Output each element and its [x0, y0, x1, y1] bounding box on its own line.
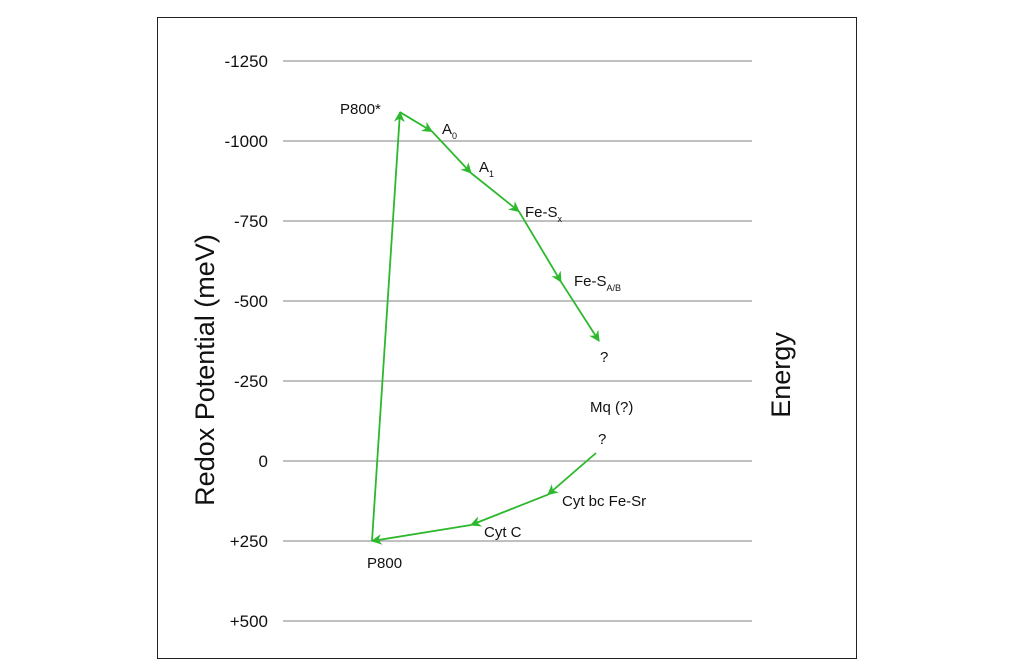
- node-label-a1: A1: [479, 159, 494, 179]
- node-label-a0: A0: [442, 121, 457, 141]
- y-tick-label: -1000: [225, 132, 268, 151]
- electron-transfer-arrow-a0-a1: [431, 130, 472, 174]
- electron-transfer-arrow-q2-cytbc: [547, 452, 597, 496]
- node-subscript: 0: [452, 131, 457, 141]
- node-name: P800*: [340, 101, 381, 118]
- node-name: A: [442, 121, 452, 138]
- node-name: ?: [600, 349, 608, 366]
- y-tick-label: -500: [234, 292, 268, 311]
- node-name: Cyt C: [484, 524, 522, 541]
- figure-frame: [157, 17, 857, 659]
- electron-transfer-arrow-cytbc-cytc: [469, 493, 549, 527]
- node-label-cytbc: Cyt bc Fe-Sr: [562, 493, 646, 510]
- y-axis-label: Redox Potential (meV): [190, 234, 220, 506]
- node-subscript: x: [558, 214, 563, 224]
- y-tick-label: -250: [234, 372, 268, 391]
- node-label-q1: ?: [600, 349, 608, 366]
- electron-transfer-arrow-cytc-p800: [370, 524, 472, 545]
- node-label-q2: ?: [598, 431, 606, 448]
- electron-transfer-arrow-fesab-q1: [560, 281, 600, 342]
- y-tick-label: +500: [230, 612, 268, 631]
- electron-transfer-arrow-a1-fesx: [470, 172, 520, 213]
- electron-transfer-arrow-p800-p800star: [371, 111, 405, 542]
- y-tick-label: 0: [259, 452, 268, 471]
- electron-transfer-arrow-p800star-a0: [399, 111, 433, 133]
- node-subscript: A/B: [607, 283, 622, 293]
- electron-transfer-arrow-fesx-fesab: [518, 210, 562, 283]
- node-label-fesab: Fe-SA/B: [574, 273, 621, 293]
- node-name: Fe-S: [574, 273, 607, 290]
- node-label-mq: Mq (?): [590, 399, 633, 416]
- node-subscript: 1: [489, 169, 494, 179]
- y-tick-label: -750: [234, 212, 268, 231]
- node-name: Mq (?): [590, 399, 633, 416]
- node-name: Fe-S: [525, 204, 558, 221]
- y-tick-label: +250: [230, 532, 268, 551]
- node-name: Cyt bc Fe-Sr: [562, 493, 646, 510]
- node-name: A: [479, 159, 489, 176]
- node-label-p800star: P800*: [340, 101, 381, 118]
- energy-label: Energy: [766, 332, 796, 418]
- node-label-p800: P800: [367, 555, 402, 572]
- node-label-fesx: Fe-Sx: [525, 204, 563, 224]
- node-label-cytc: Cyt C: [484, 524, 522, 541]
- node-name: P800: [367, 555, 402, 572]
- node-name: ?: [598, 431, 606, 448]
- y-tick-label: -1250: [225, 52, 268, 71]
